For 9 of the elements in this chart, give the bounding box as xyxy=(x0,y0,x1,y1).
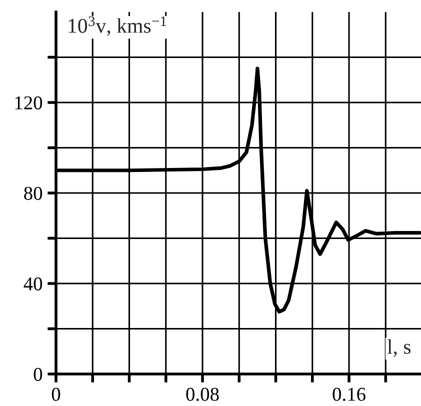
x-tick-label: 0.16 xyxy=(332,388,366,401)
x-tick-label: 0.08 xyxy=(186,388,219,401)
y-axis-title: 10$^{3}$v, kms$^{−1}$ xyxy=(68,16,166,36)
y-tick-label: 80 xyxy=(24,186,42,200)
y-tick-label: 40 xyxy=(24,277,42,290)
x-tick-label: 0 xyxy=(52,388,60,401)
y-tick-label: 0 xyxy=(34,368,42,381)
x-axis-title: l, s xyxy=(387,339,411,357)
y-tick-label: 120 xyxy=(15,96,42,110)
